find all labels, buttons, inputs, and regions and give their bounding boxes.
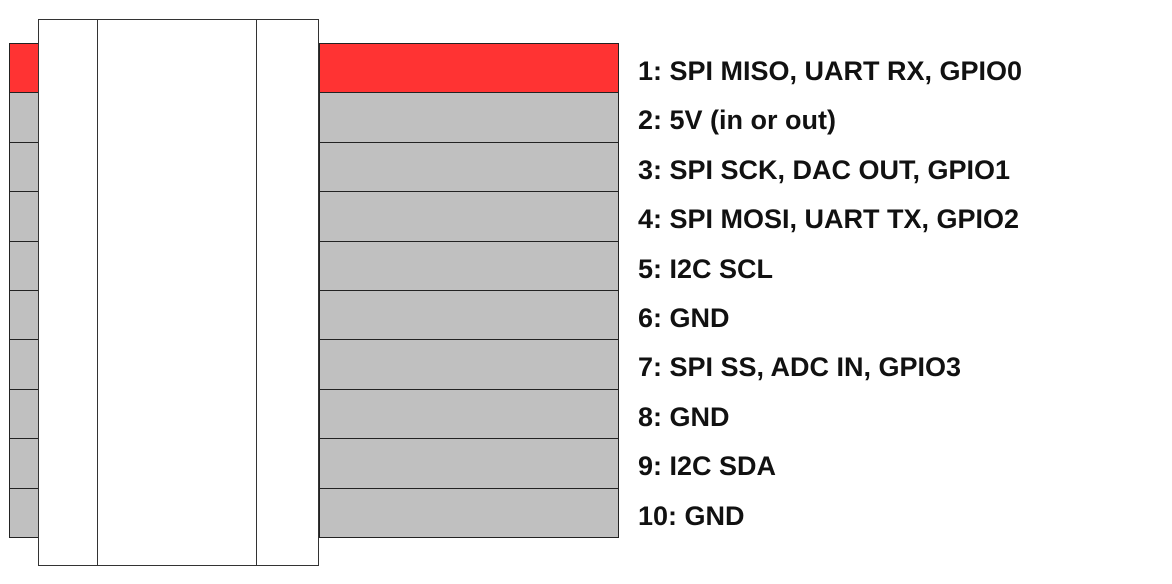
wire-right-8 <box>319 388 619 440</box>
pin-label-6: 6: GND <box>638 303 730 333</box>
wire-left-1 <box>9 43 41 94</box>
wire-left-3 <box>9 141 41 193</box>
pin-label-1: 1: SPI MISO, UART RX, GPIO0 <box>638 56 1023 86</box>
housing-divider-left <box>97 20 98 565</box>
wire-left-2 <box>9 92 41 143</box>
pin-label-3: 3: SPI SCK, DAC OUT, GPIO1 <box>638 154 1011 185</box>
pin-label-10: 10: GND <box>638 500 745 531</box>
wire-left-7 <box>9 339 41 390</box>
wire-left-8 <box>9 388 41 440</box>
wire-left-4 <box>9 191 41 242</box>
wire-right-4 <box>319 191 619 242</box>
pin-label-7: 7: SPI SS, ADC IN, GPIO3 <box>638 352 962 383</box>
connector-housing <box>38 19 319 566</box>
wire-right-3 <box>319 141 619 193</box>
pin-label-8: 8: GND <box>638 401 730 432</box>
wire-right-9 <box>319 438 619 489</box>
housing-divider-right <box>256 20 257 565</box>
pin-label-2: 2: 5V (in or out) <box>638 105 836 136</box>
wire-left-10 <box>9 487 41 538</box>
wire-left-6 <box>9 290 41 341</box>
pin-label-9: 9: I2C SDA <box>638 451 777 482</box>
wire-right-10 <box>319 487 619 538</box>
wire-right-1 <box>319 43 619 94</box>
wire-right-5 <box>319 240 619 291</box>
wire-right-7 <box>319 339 619 390</box>
wire-right-6 <box>319 290 619 341</box>
wire-left-9 <box>9 438 41 489</box>
pin-label-4: 4: SPI MOSI, UART TX, GPIO2 <box>638 204 1020 235</box>
wire-left-5 <box>9 240 41 291</box>
pin-label-5: 5: I2C SCL <box>638 253 774 284</box>
wire-right-2 <box>319 92 619 143</box>
